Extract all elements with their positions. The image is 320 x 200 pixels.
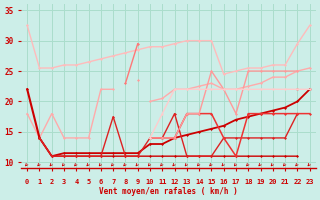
X-axis label: Vent moyen/en rafales ( km/h ): Vent moyen/en rafales ( km/h )	[99, 187, 238, 196]
